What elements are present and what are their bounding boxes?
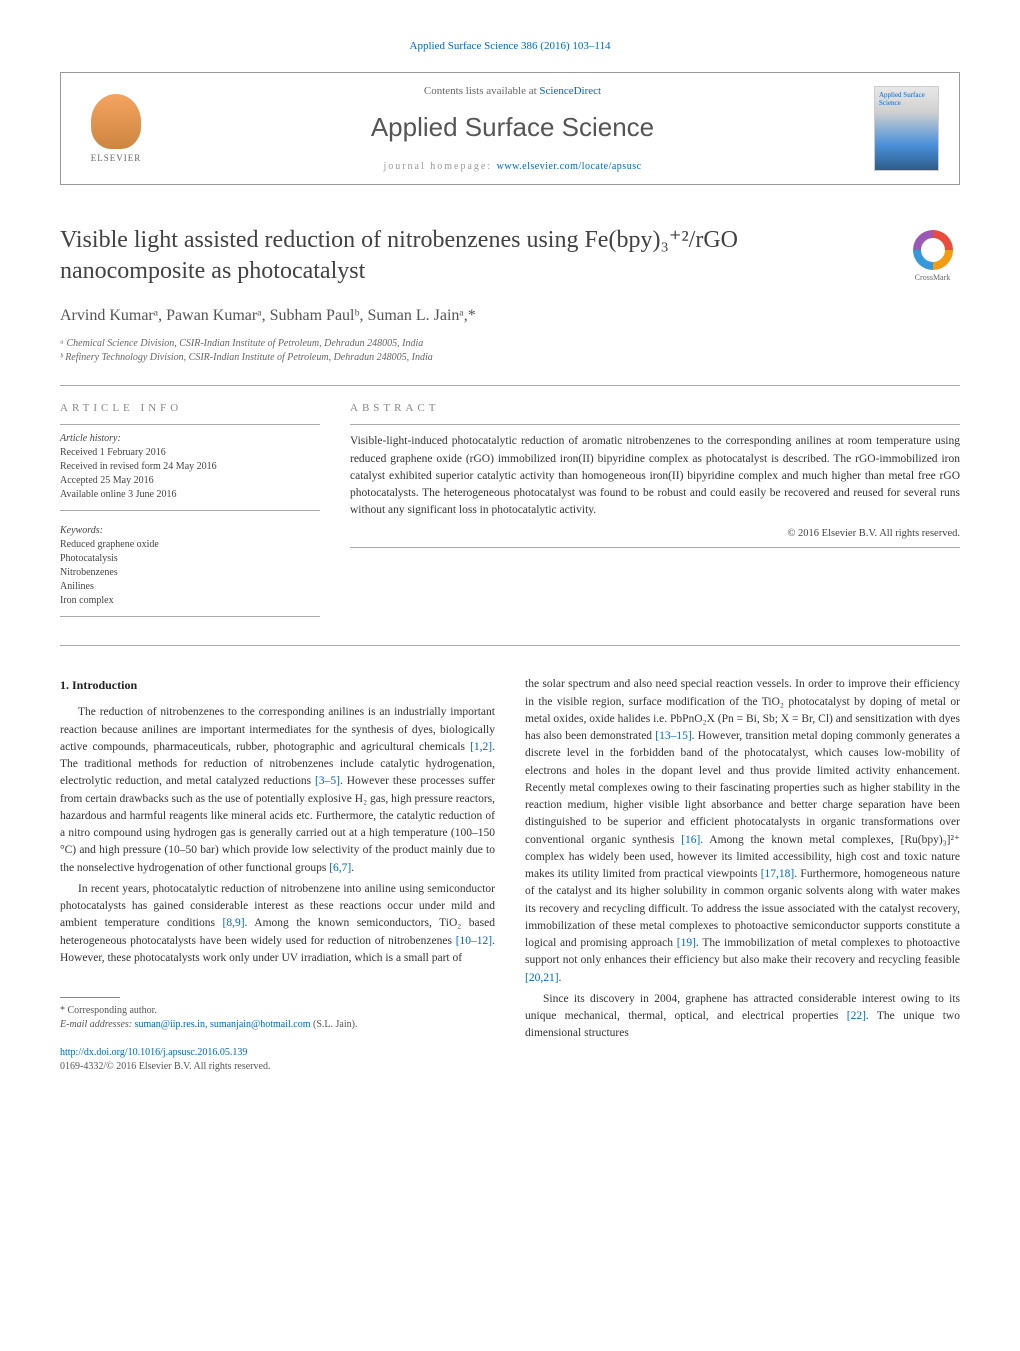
abstract-text: Visible-light-induced photocatalytic red… (350, 433, 960, 519)
corresponding-footer: * Corresponding author. E-mail addresses… (60, 997, 495, 1074)
affiliation-b: ᵇ Refinery Technology Division, CSIR-Ind… (60, 351, 960, 365)
affiliations: ᵃ Chemical Science Division, CSIR-Indian… (60, 337, 960, 365)
homepage-prefix: journal homepage: (383, 161, 496, 172)
keyword-4: Anilines (60, 580, 320, 594)
article-info-block: ARTICLE INFO Article history: Received 1… (60, 402, 320, 625)
authors-line: Arvind Kumarᵃ, Pawan Kumarᵃ, Subham Paul… (60, 307, 960, 325)
divider-top (60, 385, 960, 386)
corresponding-divider (60, 997, 120, 998)
crossmark-badge[interactable]: CrossMark (905, 230, 960, 285)
ref-citation[interactable]: [13–15] (655, 730, 691, 742)
article-info-heading: ARTICLE INFO (60, 402, 320, 414)
corresponding-author-note: * Corresponding author. (60, 1004, 495, 1018)
body-para-1: The reduction of nitrobenzenes to the co… (60, 704, 495, 877)
ref-citation[interactable]: [19] (677, 937, 696, 949)
cover-text: Applied Surface Science (879, 91, 925, 107)
journal-homepage-line: journal homepage: www.elsevier.com/locat… (151, 161, 874, 172)
keywords-heading: Keywords: (60, 525, 320, 536)
keyword-2: Photocatalysis (60, 552, 320, 566)
page-container: Applied Surface Science 386 (2016) 103–1… (0, 0, 1020, 1114)
contents-lists-line: Contents lists available at ScienceDirec… (151, 85, 874, 97)
email-prefix: E-mail addresses: (60, 1019, 135, 1030)
abstract-copyright: © 2016 Elsevier B.V. All rights reserved… (350, 528, 960, 539)
ref-citation[interactable]: [1,2] (470, 741, 492, 753)
ref-citation[interactable]: [22] (847, 1010, 866, 1022)
journal-citation-header: Applied Surface Science 386 (2016) 103–1… (60, 40, 960, 52)
keyword-5: Iron complex (60, 594, 320, 608)
keyword-3: Nitrobenzenes (60, 566, 320, 580)
journal-cover-thumbnail: Applied Surface Science (874, 86, 939, 171)
elsevier-label: ELSEVIER (91, 153, 142, 163)
ref-citation[interactable]: [10–12] (456, 935, 492, 947)
crossmark-icon (913, 230, 953, 270)
email-links[interactable]: suman@iip.res.in, sumanjain@hotmail.com (135, 1019, 311, 1030)
keyword-1: Reduced graphene oxide (60, 538, 320, 552)
history-online: Available online 3 June 2016 (60, 488, 320, 502)
info-divider-2 (60, 510, 320, 511)
divider-bottom (60, 645, 960, 646)
body-para-3: the solar spectrum and also need special… (525, 676, 960, 987)
history-accepted: Accepted 25 May 2016 (60, 474, 320, 488)
keywords-block: Keywords: Reduced graphene oxide Photoca… (60, 525, 320, 608)
body-two-column: 1. Introduction The reduction of nitrobe… (60, 676, 960, 1074)
affiliation-a: ᵃ Chemical Science Division, CSIR-Indian… (60, 337, 960, 351)
elsevier-logo: ELSEVIER (81, 89, 151, 169)
history-revised: Received in revised form 24 May 2016 (60, 460, 320, 474)
homepage-link[interactable]: www.elsevier.com/locate/apsusc (497, 161, 642, 172)
body-para-2: In recent years, photocatalytic reductio… (60, 881, 495, 967)
abstract-divider-2 (350, 547, 960, 548)
ref-citation[interactable]: [20,21] (525, 972, 559, 984)
ref-citation[interactable]: [3–5] (315, 775, 340, 787)
title-row: Visible light assisted reduction of nitr… (60, 225, 960, 287)
corresponding-email-line: E-mail addresses: suman@iip.res.in, suma… (60, 1018, 495, 1032)
info-divider-1 (60, 424, 320, 425)
info-abstract-row: ARTICLE INFO Article history: Received 1… (60, 402, 960, 625)
ref-citation[interactable]: [16] (681, 834, 700, 846)
journal-title: Applied Surface Science (151, 112, 874, 143)
sciencedirect-link[interactable]: ScienceDirect (539, 85, 601, 97)
journal-header-center: Contents lists available at ScienceDirec… (151, 85, 874, 172)
abstract-divider-1 (350, 424, 960, 425)
contents-prefix: Contents lists available at (424, 85, 539, 97)
body-para-4: Since its discovery in 2004, graphene ha… (525, 991, 960, 1043)
section-1-heading: 1. Introduction (60, 676, 495, 694)
doi-block: http://dx.doi.org/10.1016/j.apsusc.2016.… (60, 1046, 495, 1074)
ref-citation[interactable]: [17,18] (761, 868, 795, 880)
article-history-heading: Article history: (60, 433, 320, 444)
elsevier-tree-icon (91, 94, 141, 149)
info-divider-3 (60, 616, 320, 617)
article-title: Visible light assisted reduction of nitr… (60, 225, 885, 287)
abstract-block: ABSTRACT Visible-light-induced photocata… (350, 402, 960, 625)
history-received: Received 1 February 2016 (60, 446, 320, 460)
doi-link[interactable]: http://dx.doi.org/10.1016/j.apsusc.2016.… (60, 1047, 247, 1058)
issn-copyright: 0169-4332/© 2016 Elsevier B.V. All right… (60, 1060, 495, 1074)
journal-header-box: ELSEVIER Contents lists available at Sci… (60, 72, 960, 185)
crossmark-label: CrossMark (915, 273, 951, 282)
ref-citation[interactable]: [8,9] (222, 917, 244, 929)
abstract-heading: ABSTRACT (350, 402, 960, 414)
ref-citation[interactable]: [6,7] (329, 862, 351, 874)
email-suffix: (S.L. Jain). (311, 1019, 358, 1030)
